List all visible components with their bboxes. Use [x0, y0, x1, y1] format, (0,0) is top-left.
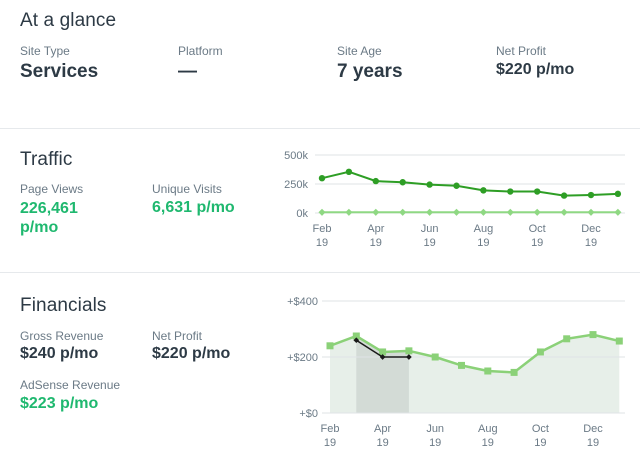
data-point-page-views [318, 175, 326, 182]
data-point-page-views [507, 188, 514, 195]
data-point-revenue [405, 347, 413, 355]
series-line-revenue [329, 333, 620, 374]
y-tick-label: 250k [284, 179, 308, 191]
page-views-value: 226,461 p/mo [20, 200, 78, 236]
data-point-unique-visits [318, 208, 326, 216]
platform-value: — [178, 61, 197, 82]
x-tick-year: 19 [370, 237, 382, 249]
data-point-unique-visits [399, 208, 407, 216]
y-tick-label: 0k [296, 208, 308, 220]
data-point-page-views [560, 192, 568, 199]
net-profit-label: Net Profit [496, 44, 547, 58]
x-tick-label: Apr [374, 423, 391, 435]
x-tick-label: Aug [478, 423, 498, 435]
x-tick-label: Jun [421, 223, 439, 235]
x-tick-label: Dec [583, 423, 603, 435]
data-point-revenue [615, 337, 623, 345]
data-point-page-views [426, 181, 433, 188]
x-tick-label: Jun [426, 423, 444, 435]
data-point-revenue [484, 367, 492, 375]
x-tick-label: Dec [581, 223, 601, 235]
data-point-unique-visits [372, 208, 380, 216]
data-point-unique-visits [479, 208, 487, 216]
series-line-page-views [321, 170, 618, 197]
net-profit-value: $220 p/mo [496, 61, 575, 78]
divider [0, 128, 640, 129]
data-point-net [353, 337, 360, 344]
adsense-revenue-label: AdSense Revenue [20, 378, 121, 392]
x-tick-year: 19 [316, 237, 328, 249]
data-point-revenue [458, 361, 465, 369]
y-tick-label: 500k [284, 150, 308, 162]
fin-net-profit-label: Net Profit [152, 329, 203, 343]
data-point-page-views [480, 187, 487, 194]
x-tick-year: 19 [482, 437, 494, 449]
data-point-unique-visits [560, 208, 568, 216]
x-tick-label: Feb [321, 423, 340, 435]
y-tick-label: +$0 [299, 408, 318, 420]
data-point-net [406, 354, 412, 360]
x-tick-year: 19 [423, 237, 435, 249]
highlight-band [356, 336, 409, 413]
site-age-label: Site Age [337, 44, 382, 58]
x-tick-year: 19 [429, 437, 441, 449]
x-tick-label: Oct [529, 223, 546, 235]
section-title-financials: Financials [20, 295, 107, 316]
adsense-revenue-value: $223 p/mo [20, 395, 99, 412]
data-point-page-views [587, 191, 595, 199]
data-point-page-views [614, 190, 622, 198]
site-type-label: Site Type [20, 44, 70, 58]
data-point-revenue [536, 348, 544, 356]
data-point-revenue [510, 368, 518, 376]
y-tick-label: +$400 [287, 296, 318, 308]
data-point-page-views [534, 188, 541, 195]
x-tick-year: 19 [324, 437, 336, 449]
x-tick-year: 19 [477, 237, 489, 249]
x-tick-year: 19 [534, 437, 546, 449]
site-age-value: 7 years [337, 61, 403, 82]
gross-revenue-value: $240 p/mo [20, 345, 99, 362]
data-point-revenue [379, 348, 387, 356]
fin-net-profit-value: $220 p/mo [152, 345, 231, 362]
data-point-page-views [345, 168, 353, 176]
x-tick-label: Oct [532, 423, 549, 435]
data-point-unique-visits [614, 208, 622, 216]
data-point-net [379, 354, 386, 360]
data-point-unique-visits [533, 208, 541, 216]
data-point-unique-visits [345, 208, 353, 216]
x-tick-year: 19 [531, 237, 543, 249]
data-point-unique-visits [506, 208, 514, 216]
data-point-page-views [399, 179, 406, 186]
data-point-unique-visits [452, 208, 461, 216]
divider [0, 272, 640, 273]
section-title-at-a-glance: At a glance [20, 10, 117, 31]
x-tick-label: Feb [313, 223, 332, 235]
data-point-revenue [326, 342, 334, 350]
data-point-page-views [453, 182, 460, 189]
data-point-unique-visits [426, 208, 434, 216]
page-views-label: Page Views [20, 182, 84, 196]
data-point-revenue [352, 332, 360, 340]
x-tick-year: 19 [585, 237, 597, 249]
platform-label: Platform [178, 44, 223, 58]
section-title-traffic: Traffic [20, 149, 73, 170]
data-point-page-views [372, 177, 379, 185]
gross-revenue-label: Gross Revenue [20, 329, 104, 343]
site-type-value: Services [20, 61, 99, 82]
unique-visits-label: Unique Visits [152, 182, 222, 196]
x-tick-year: 19 [376, 437, 388, 449]
data-point-unique-visits [587, 208, 595, 216]
data-point-revenue [563, 335, 571, 343]
y-tick-label: +$200 [287, 352, 318, 364]
data-point-revenue [431, 353, 439, 361]
unique-visits-value: 6,631 p/mo [152, 199, 235, 216]
data-point-revenue [589, 331, 597, 339]
x-tick-label: Apr [367, 223, 384, 235]
x-tick-year: 19 [587, 437, 599, 449]
x-tick-label: Aug [474, 223, 494, 235]
